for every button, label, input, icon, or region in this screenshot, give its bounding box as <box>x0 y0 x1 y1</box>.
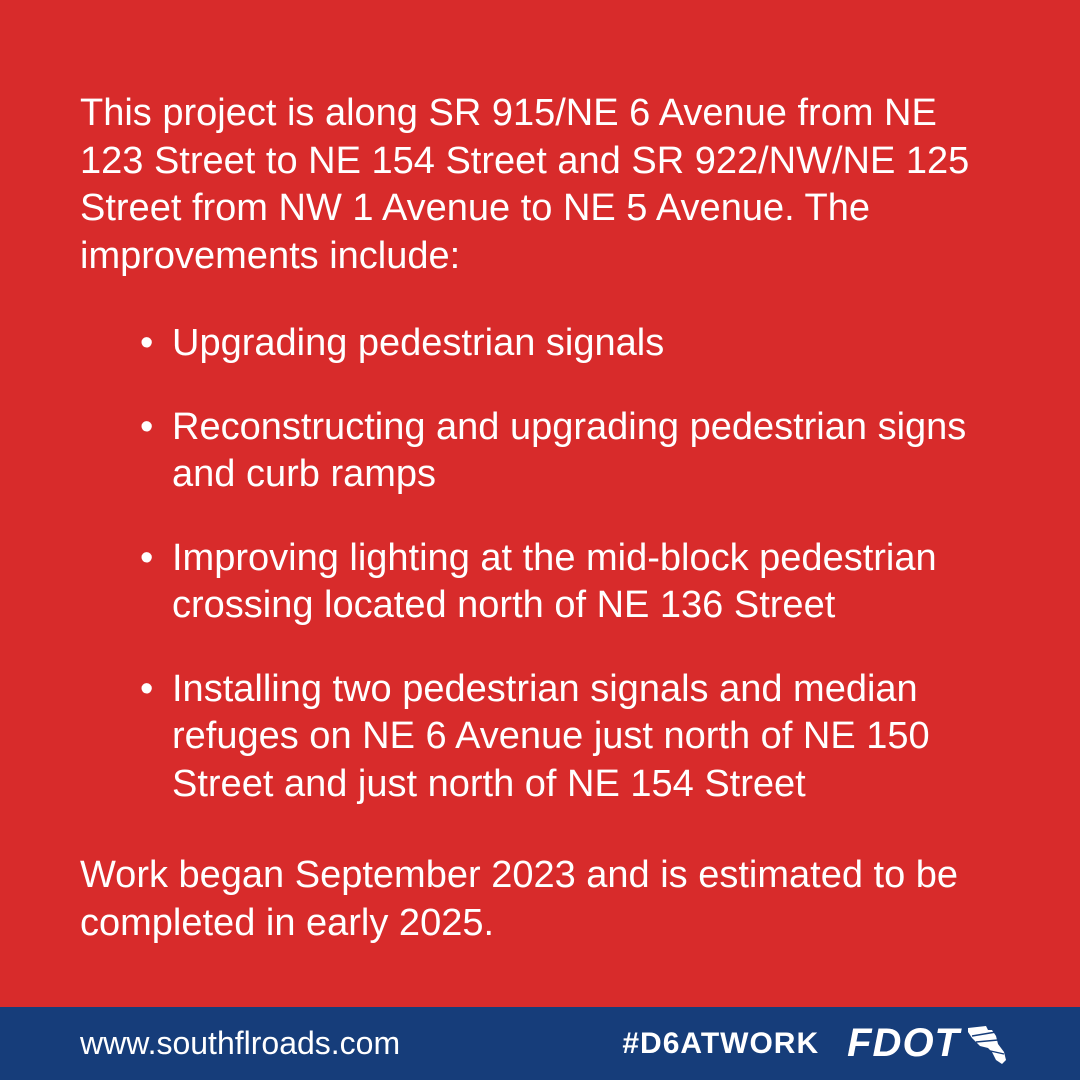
florida-state-icon <box>966 1022 1020 1066</box>
main-panel: This project is along SR 915/NE 6 Avenue… <box>0 0 1080 1007</box>
list-item: Improving lighting at the mid-block pede… <box>140 535 1000 630</box>
list-item: Reconstructing and upgrading pedestrian … <box>140 404 1000 499</box>
outro-paragraph: Work began September 2023 and is estimat… <box>80 852 1000 947</box>
fdot-logo-text: FDOT <box>847 1021 960 1066</box>
list-item: Installing two pedestrian signals and me… <box>140 666 1000 809</box>
list-item: Upgrading pedestrian signals <box>140 320 1000 368</box>
footer-bar: www.southflroads.com #D6ATWORK FDOT <box>0 1007 1080 1080</box>
fdot-logo: FDOT <box>847 1021 1020 1066</box>
intro-paragraph: This project is along SR 915/NE 6 Avenue… <box>80 90 1000 280</box>
footer-hashtag: #D6ATWORK <box>622 1027 819 1061</box>
footer-url: www.southflroads.com <box>80 1025 622 1062</box>
improvements-list: Upgrading pedestrian signals Reconstruct… <box>80 320 1000 808</box>
